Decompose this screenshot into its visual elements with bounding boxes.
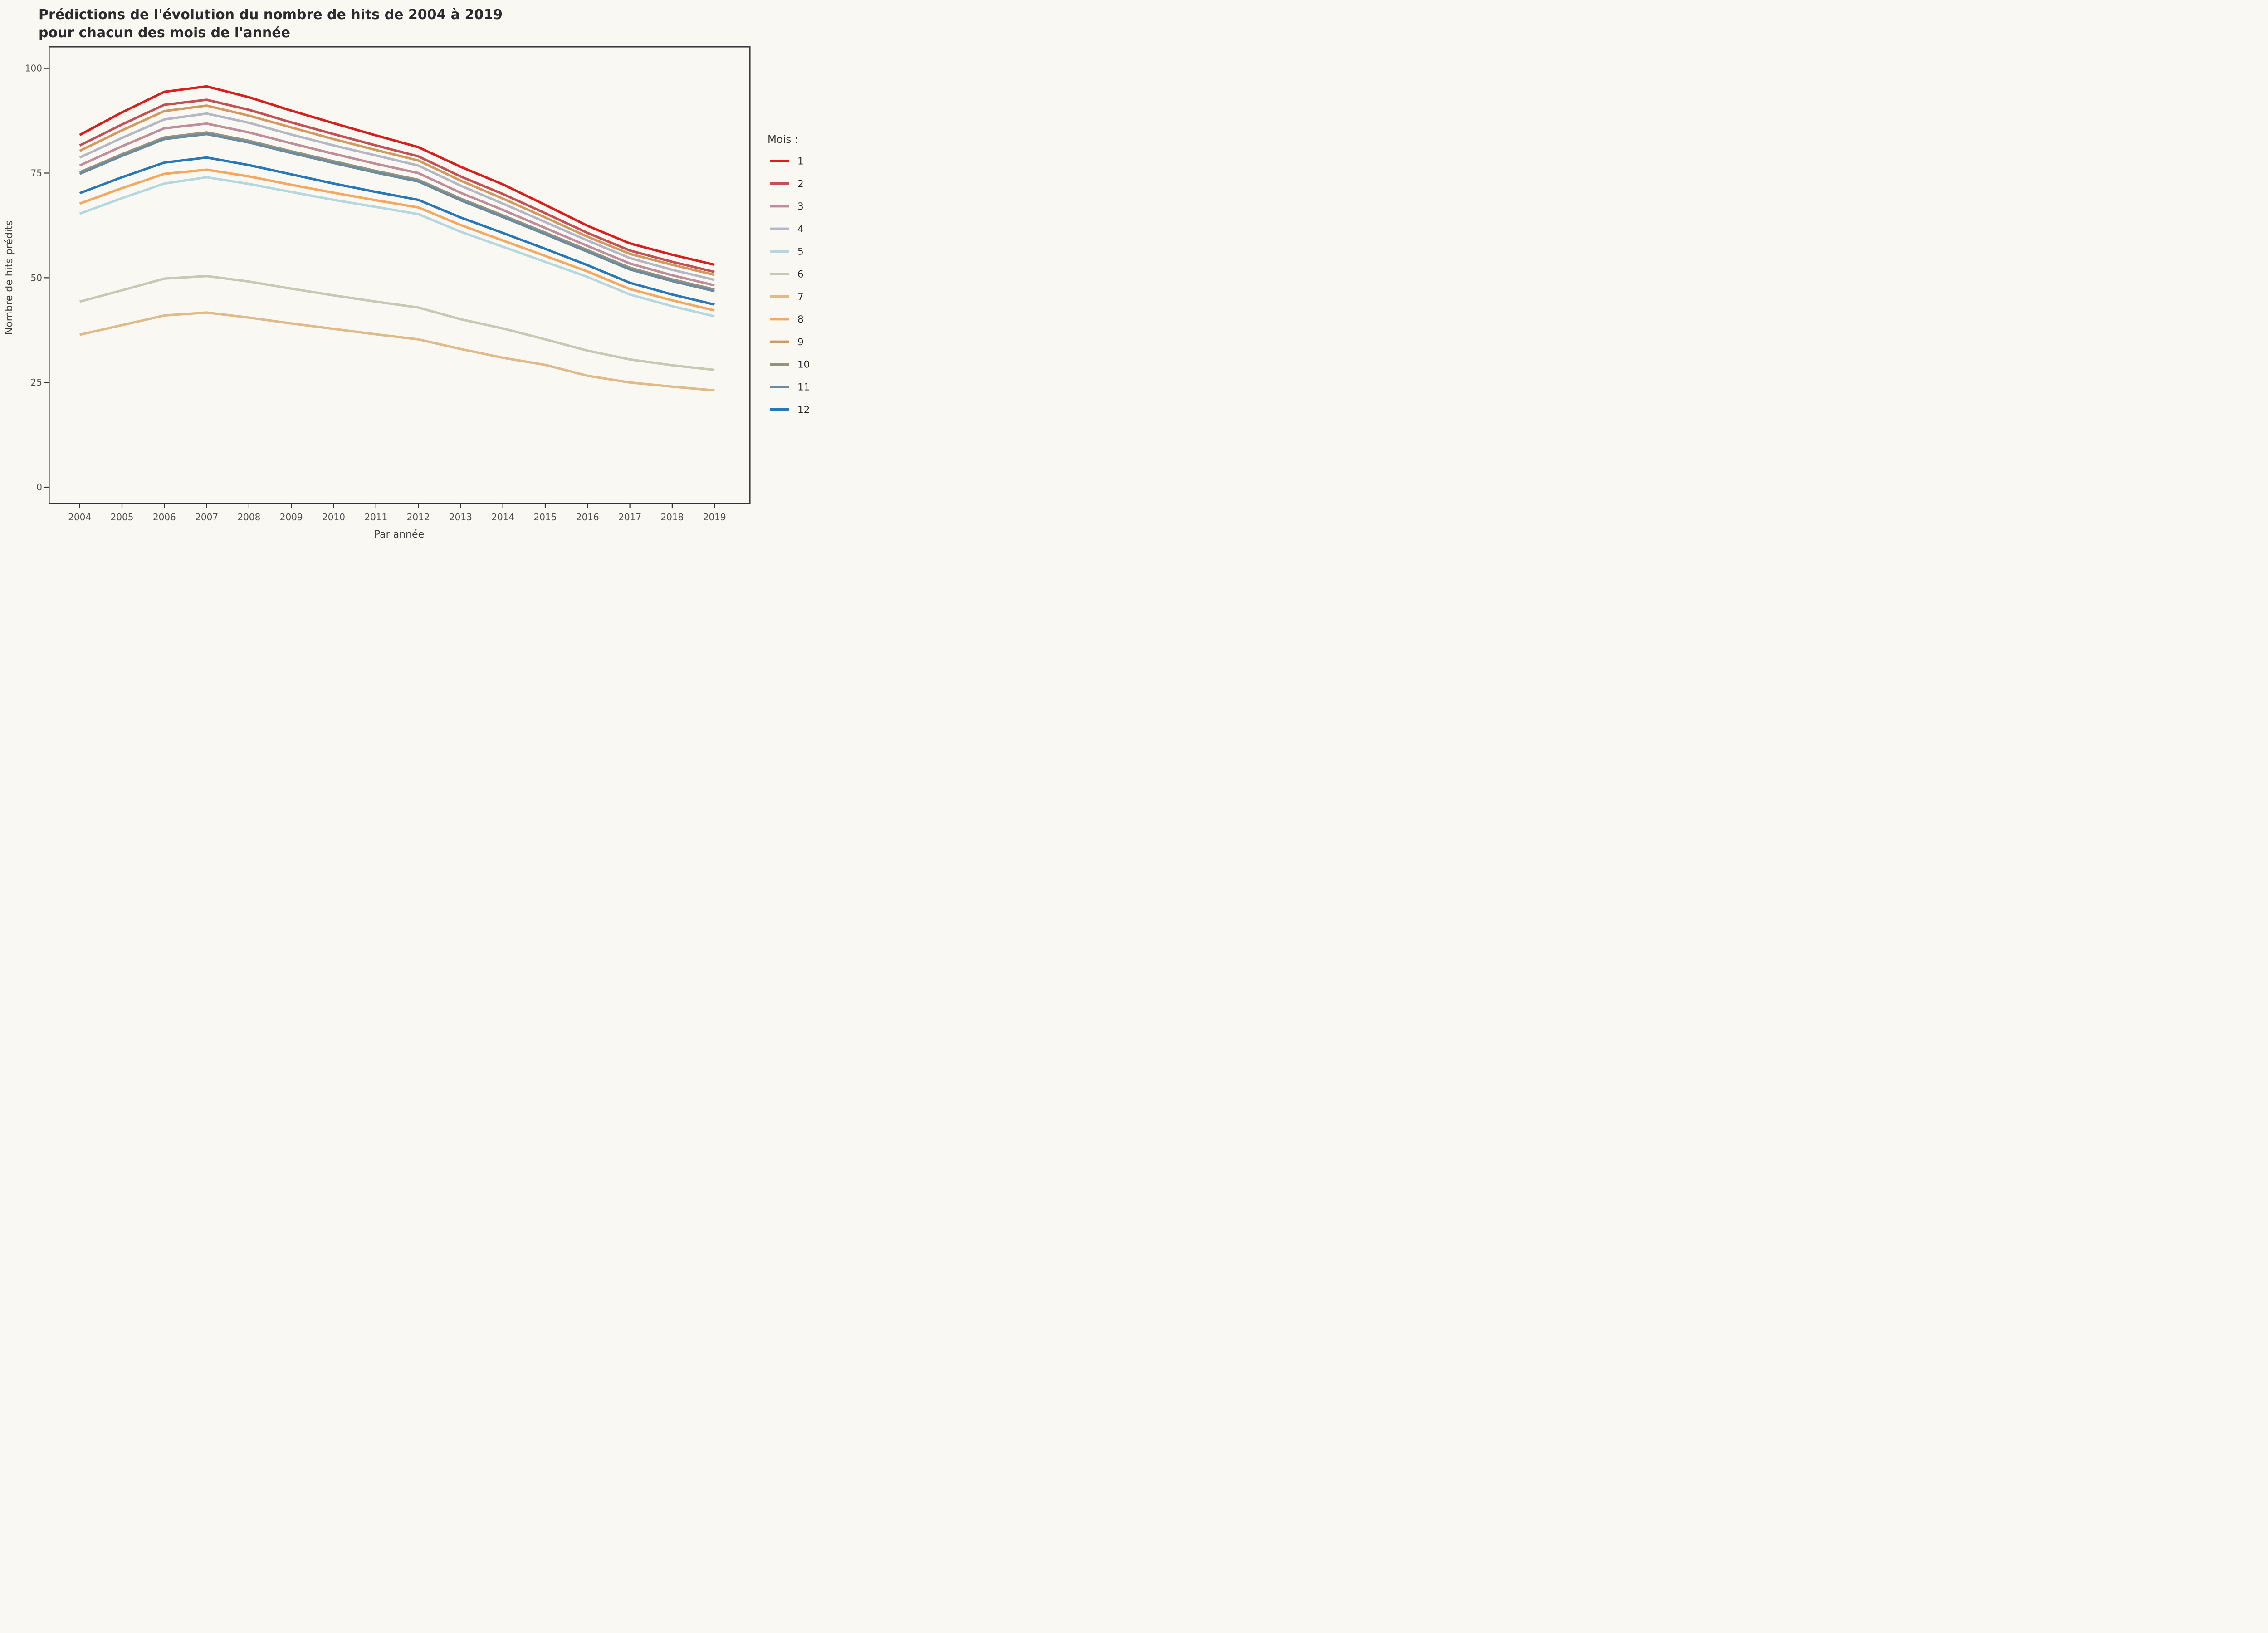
legend-title: Mois :	[767, 134, 798, 146]
series-line-month-4	[79, 112, 715, 281]
legend-label-month-11: 11	[797, 382, 810, 393]
y-axis-ticks: 0 25 50 75 100	[25, 63, 49, 493]
y-tick-label: 25	[31, 377, 42, 388]
plot-panel-border	[49, 46, 751, 504]
x-tick-label: 2012	[407, 512, 430, 523]
x-axis-ticks: 2004 2005 2006 2007 2008 2009 2010 2011 2012 2013…	[68, 503, 726, 523]
x-tick-label: 2010	[322, 512, 345, 523]
x-tick-label: 2006	[153, 512, 176, 523]
y-tick-label: 0	[36, 482, 42, 493]
x-tick-label: 2016	[576, 512, 599, 523]
legend-label-month-3: 3	[797, 201, 804, 212]
series-line-month-5	[79, 176, 715, 318]
series-line-month-11	[79, 132, 715, 293]
legend-label-month-12: 12	[797, 404, 810, 416]
x-tick-label: 2013	[449, 512, 472, 523]
x-tick-label: 2018	[660, 512, 684, 523]
x-tick-label: 2011	[364, 512, 387, 523]
x-tick-label: 2009	[280, 512, 303, 523]
x-axis-title: Par année	[374, 529, 424, 540]
chart-title-line2: pour chacun des mois de l'année	[39, 25, 290, 41]
x-tick-label: 2004	[68, 512, 91, 523]
series-line-month-12	[79, 156, 715, 306]
y-tick-label: 75	[31, 168, 42, 179]
y-axis-title: Nombre de hits prédits	[4, 220, 15, 335]
series-line-month-1	[79, 85, 715, 266]
x-tick-label: 2015	[534, 512, 557, 523]
series-lines	[79, 85, 715, 392]
series-line-month-7	[79, 311, 715, 392]
series-line-month-8	[79, 168, 715, 312]
chart-title-line1: Prédictions de l'évolution du nombre de …	[39, 7, 503, 23]
legend-label-month-7: 7	[797, 291, 804, 303]
x-tick-label: 2017	[618, 512, 641, 523]
x-tick-label: 2005	[111, 512, 134, 523]
legend-label-month-8: 8	[797, 314, 804, 325]
legend-label-month-5: 5	[797, 246, 804, 258]
chart-page: 2004 2005 2006 2007 2008 2009 2010 2011 2012 2013…	[0, 0, 816, 544]
y-tick-label: 100	[25, 63, 42, 74]
legend-label-month-1: 1	[797, 156, 804, 167]
legend-label-month-6: 6	[797, 269, 804, 280]
x-tick-label: 2019	[703, 512, 726, 523]
legend-label-month-10: 10	[797, 359, 810, 371]
x-tick-label: 2008	[237, 512, 260, 523]
line-chart: 2004 2005 2006 2007 2008 2009 2010 2011 2012 2013…	[4, 7, 810, 540]
legend-label-month-4: 4	[797, 224, 804, 235]
legend-label-month-9: 9	[797, 337, 804, 348]
series-line-month-10	[79, 131, 715, 291]
series-line-month-3	[79, 122, 715, 287]
series-line-month-2	[79, 98, 715, 273]
y-tick-label: 50	[31, 272, 42, 283]
series-line-month-9	[79, 104, 715, 276]
x-tick-label: 2007	[195, 512, 218, 523]
legend-label-month-2: 2	[797, 178, 804, 190]
series-line-month-6	[79, 274, 715, 372]
x-tick-label: 2014	[491, 512, 514, 523]
